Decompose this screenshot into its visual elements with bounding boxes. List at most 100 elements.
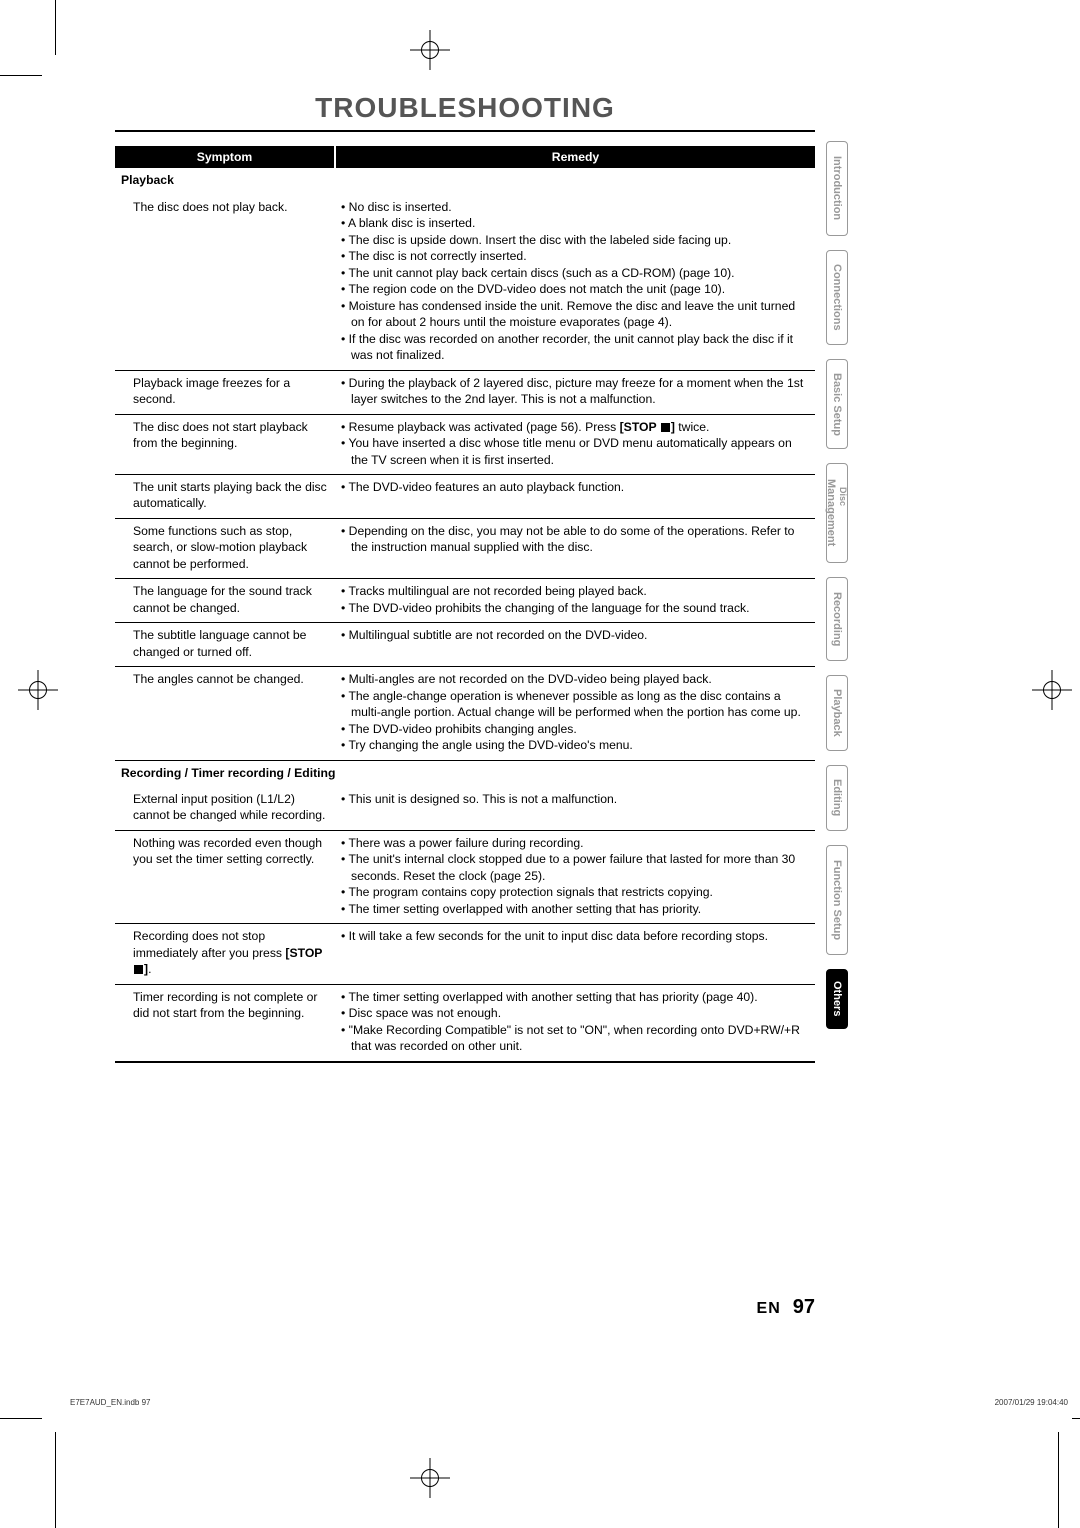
table-row: Timer recording is not complete or did n… bbox=[115, 984, 815, 1061]
remedy-item: The unit's internal clock stopped due to… bbox=[341, 851, 809, 884]
side-tab[interactable]: DiscManagement bbox=[826, 463, 848, 563]
symptom-cell: The subtitle language cannot be changed … bbox=[115, 623, 335, 667]
remedy-item: The program contains copy protection sig… bbox=[341, 884, 809, 900]
remedy-item: The DVD-video features an auto playback … bbox=[341, 479, 809, 495]
remedy-item: It will take a few seconds for the unit … bbox=[341, 928, 809, 944]
section-heading: Recording / Timer recording / Editing bbox=[115, 760, 815, 787]
crop-mark bbox=[1072, 1418, 1080, 1419]
remedy-item: The timer setting overlapped with anothe… bbox=[341, 901, 809, 917]
remedy-item: The unit cannot play back certain discs … bbox=[341, 265, 809, 281]
side-tab[interactable]: Others bbox=[826, 969, 848, 1029]
symptom-cell: Some functions such as stop, search, or … bbox=[115, 518, 335, 578]
side-tab[interactable]: Function Setup bbox=[826, 845, 848, 955]
side-tab-label: Recording bbox=[831, 584, 843, 654]
side-tab-label: Others bbox=[831, 973, 843, 1024]
remedy-item: The DVD-video prohibits the changing of … bbox=[341, 600, 809, 616]
remedy-item: The disc is not correctly inserted. bbox=[341, 248, 809, 264]
table-row: External input position (L1/L2) cannot b… bbox=[115, 787, 815, 830]
reg-mark-bottom bbox=[410, 1458, 450, 1498]
remedy-cell: The DVD-video features an auto playback … bbox=[335, 474, 815, 518]
side-tab[interactable]: Basic Setup bbox=[826, 359, 848, 449]
table-row: The disc does not start playback from th… bbox=[115, 414, 815, 474]
remedy-cell: During the playback of 2 layered disc, p… bbox=[335, 370, 815, 414]
remedy-item: Multilingual subtitle are not recorded o… bbox=[341, 627, 809, 643]
remedy-item: Moisture has condensed inside the unit. … bbox=[341, 298, 809, 331]
symptom-cell: The disc does not start playback from th… bbox=[115, 414, 335, 474]
remedy-cell: No disc is inserted.A blank disc is inse… bbox=[335, 195, 815, 370]
crop-mark bbox=[55, 0, 56, 55]
crop-mark bbox=[0, 1418, 42, 1419]
remedy-cell: Depending on the disc, you may not be ab… bbox=[335, 518, 815, 578]
table-row: The angles cannot be changed.Multi-angle… bbox=[115, 667, 815, 760]
remedy-item: The angle-change operation is whenever p… bbox=[341, 688, 809, 721]
side-tab[interactable]: Playback bbox=[826, 675, 848, 751]
side-tab-label: Basic Setup bbox=[831, 365, 843, 444]
remedy-item: If the disc was recorded on another reco… bbox=[341, 331, 809, 364]
remedy-cell: The timer setting overlapped with anothe… bbox=[335, 984, 815, 1061]
symptom-cell: The disc does not play back. bbox=[115, 195, 335, 370]
remedy-cell: There was a power failure during recordi… bbox=[335, 830, 815, 923]
side-tabs: Introduction Connections Basic Setup DiscMa… bbox=[826, 141, 848, 1043]
crop-mark bbox=[55, 1432, 56, 1528]
remedy-item: A blank disc is inserted. bbox=[341, 215, 809, 231]
remedy-cell: Tracks multilingual are not recorded bei… bbox=[335, 579, 815, 623]
table-row: The language for the sound track cannot … bbox=[115, 579, 815, 623]
symptom-cell: External input position (L1/L2) cannot b… bbox=[115, 787, 335, 830]
table-row: The disc does not play back.No disc is i… bbox=[115, 195, 815, 370]
remedy-item: Multi-angles are not recorded on the DVD… bbox=[341, 671, 809, 687]
symptom-cell: Nothing was recorded even though you set… bbox=[115, 830, 335, 923]
symptom-cell: The unit starts playing back the disc au… bbox=[115, 474, 335, 518]
reg-mark-top bbox=[410, 30, 450, 70]
col-header-symptom: Symptom bbox=[115, 146, 335, 168]
remedy-item: "Make Recording Compatible" is not set t… bbox=[341, 1022, 809, 1055]
col-header-remedy: Remedy bbox=[335, 146, 815, 168]
side-tab-label: Connections bbox=[831, 256, 843, 339]
symptom-cell: Recording does not stop immediately afte… bbox=[115, 924, 335, 984]
side-tab-label: DiscManagement bbox=[825, 471, 849, 554]
remedy-item: Try changing the angle using the DVD-vid… bbox=[341, 737, 809, 753]
side-tab[interactable]: Recording bbox=[826, 577, 848, 661]
side-tab-label: Editing bbox=[831, 771, 843, 824]
side-tab-label: Function Setup bbox=[831, 852, 843, 948]
remedy-item: During the playback of 2 layered disc, p… bbox=[341, 375, 809, 408]
remedy-item: Resume playback was activated (page 56).… bbox=[341, 419, 809, 435]
table-row: Nothing was recorded even though you set… bbox=[115, 830, 815, 923]
remedy-item: There was a power failure during recordi… bbox=[341, 835, 809, 851]
footer-right: 2007/01/29 19:04:40 bbox=[995, 1398, 1068, 1407]
table-row: Recording does not stop immediately afte… bbox=[115, 924, 815, 984]
side-tab-label: Introduction bbox=[831, 148, 843, 228]
troubleshooting-table: Symptom Remedy PlaybackThe disc does not… bbox=[115, 146, 815, 1063]
remedy-item: Depending on the disc, you may not be ab… bbox=[341, 523, 809, 556]
remedy-item: The region code on the DVD-video does no… bbox=[341, 281, 809, 297]
remedy-item: You have inserted a disc whose title men… bbox=[341, 435, 809, 468]
remedy-cell: Resume playback was activated (page 56).… bbox=[335, 414, 815, 474]
remedy-cell: Multi-angles are not recorded on the DVD… bbox=[335, 667, 815, 760]
page-lang: EN bbox=[757, 1300, 781, 1317]
remedy-item: Tracks multilingual are not recorded bei… bbox=[341, 583, 809, 599]
remedy-item: The disc is upside down. Insert the disc… bbox=[341, 232, 809, 248]
remedy-item: The DVD-video prohibits changing angles. bbox=[341, 721, 809, 737]
remedy-item: This unit is designed so. This is not a … bbox=[341, 791, 809, 807]
side-tab[interactable]: Connections bbox=[826, 250, 848, 345]
reg-mark-right bbox=[1032, 670, 1072, 710]
remedy-cell: This unit is designed so. This is not a … bbox=[335, 787, 815, 830]
side-tab[interactable]: Editing bbox=[826, 765, 848, 831]
table-row: The unit starts playing back the disc au… bbox=[115, 474, 815, 518]
reg-mark-left bbox=[18, 670, 58, 710]
remedy-item: No disc is inserted. bbox=[341, 199, 809, 215]
content-area: TROUBLESHOOTING Symptom Remedy PlaybackT… bbox=[115, 92, 815, 1063]
table-row: Playback image freezes for a second.Duri… bbox=[115, 370, 815, 414]
symptom-cell: Playback image freezes for a second. bbox=[115, 370, 335, 414]
section-heading: Playback bbox=[115, 168, 815, 194]
remedy-cell: It will take a few seconds for the unit … bbox=[335, 924, 815, 984]
crop-mark bbox=[1058, 1432, 1059, 1528]
table-row: Some functions such as stop, search, or … bbox=[115, 518, 815, 578]
side-tab-label: Playback bbox=[831, 681, 843, 745]
page-num: 97 bbox=[793, 1296, 815, 1318]
footer-left: E7E7AUD_EN.indb 97 bbox=[70, 1398, 151, 1407]
side-tab[interactable]: Introduction bbox=[826, 141, 848, 236]
table-row: The subtitle language cannot be changed … bbox=[115, 623, 815, 667]
symptom-cell: Timer recording is not complete or did n… bbox=[115, 984, 335, 1061]
crop-mark bbox=[0, 75, 42, 76]
symptom-cell: The language for the sound track cannot … bbox=[115, 579, 335, 623]
